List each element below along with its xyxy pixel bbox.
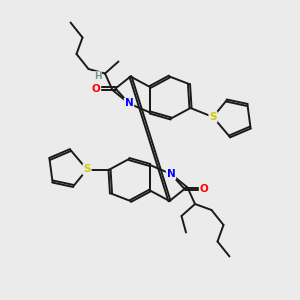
Text: S: S	[209, 112, 217, 122]
Text: H: H	[94, 72, 101, 81]
Text: N: N	[124, 98, 134, 109]
Text: S: S	[83, 164, 91, 175]
Text: O: O	[92, 83, 100, 94]
Text: O: O	[200, 184, 208, 194]
Text: N: N	[167, 169, 176, 179]
